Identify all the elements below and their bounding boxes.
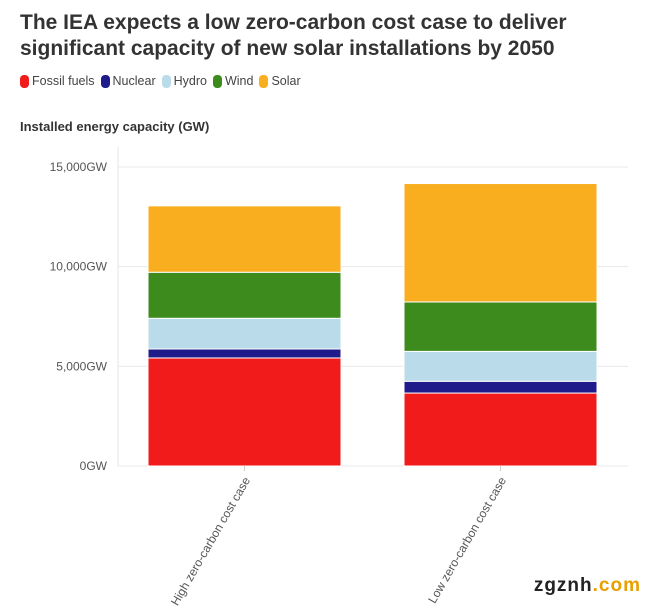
y-tick-label: 5,000GW bbox=[56, 359, 107, 373]
bar-segment-fossil-fuels bbox=[147, 357, 342, 467]
bar-segment-hydro bbox=[147, 317, 342, 350]
y-tick-label: 10,000GW bbox=[50, 260, 108, 274]
x-tick-label: High zero-carbon cost case bbox=[168, 474, 253, 608]
legend-label: Hydro bbox=[173, 74, 207, 88]
legend-item[interactable]: Hydro bbox=[161, 74, 207, 88]
bar-segment-nuclear bbox=[147, 348, 342, 359]
y-tick-label: 15,000GW bbox=[50, 160, 108, 174]
legend-item[interactable]: Fossil fuels bbox=[20, 74, 95, 88]
y-tick-label: 0GW bbox=[80, 459, 108, 473]
bar-segment-wind bbox=[403, 301, 598, 352]
y-axis-title: Installed energy capacity (GW) bbox=[20, 119, 210, 134]
legend-swatch bbox=[259, 74, 269, 88]
legend-label: Fossil fuels bbox=[32, 74, 95, 88]
watermark: zgznh.com bbox=[534, 575, 641, 597]
legend-label: Wind bbox=[224, 74, 254, 88]
legend-item[interactable]: Solar bbox=[259, 74, 301, 88]
chart-title: The IEA expects a low zero-carbon cost c… bbox=[20, 11, 567, 60]
bar-segment-nuclear bbox=[403, 380, 598, 394]
legend-item[interactable]: Wind bbox=[212, 74, 254, 88]
legend-item[interactable]: Nuclear bbox=[100, 74, 156, 88]
legend-swatch bbox=[161, 74, 171, 88]
bar-segment-wind bbox=[147, 271, 342, 319]
bar-segment-hydro bbox=[403, 350, 598, 382]
bar-segment-solar bbox=[403, 183, 598, 303]
watermark-suffix: .com bbox=[592, 575, 641, 596]
legend-label: Solar bbox=[271, 74, 301, 88]
bar-segment-fossil-fuels bbox=[403, 392, 598, 467]
legend-swatch bbox=[20, 74, 29, 88]
x-tick-label: Low zero-carbon cost case bbox=[425, 474, 509, 605]
watermark-prefix: zgznh bbox=[533, 575, 593, 596]
legend: Fossil fuels Nuclear Hydro Wind Solar bbox=[20, 74, 301, 88]
legend-swatch bbox=[100, 74, 110, 88]
bar-segment-solar bbox=[147, 205, 342, 273]
legend-label: Nuclear bbox=[112, 74, 156, 88]
legend-swatch bbox=[212, 74, 222, 88]
